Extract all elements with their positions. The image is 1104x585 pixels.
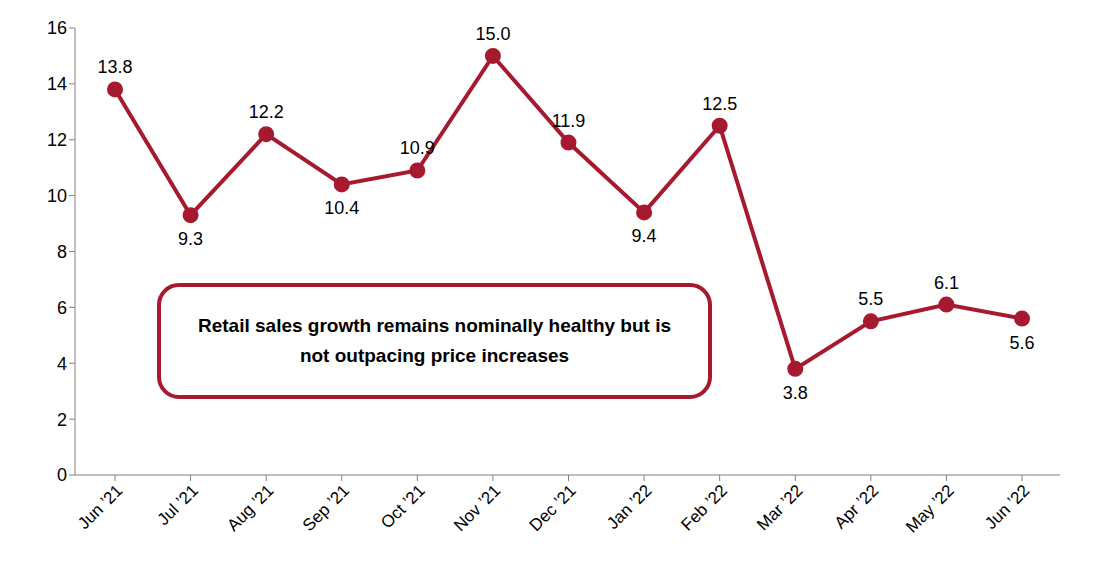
svg-text:9.4: 9.4 (632, 226, 657, 246)
svg-text:12.5: 12.5 (702, 94, 737, 114)
svg-text:11.9: 11.9 (552, 111, 586, 131)
svg-text:5.5: 5.5 (858, 289, 883, 309)
svg-text:10: 10 (47, 186, 67, 206)
svg-text:5.6: 5.6 (1009, 333, 1034, 353)
svg-text:6.1: 6.1 (934, 273, 959, 293)
svg-text:Dec ’21: Dec ’21 (526, 481, 580, 535)
svg-text:15.0: 15.0 (475, 24, 510, 44)
svg-text:Jun ’21: Jun ’21 (74, 481, 126, 533)
svg-text:May ’22: May ’22 (902, 481, 958, 537)
svg-text:4: 4 (57, 354, 67, 374)
svg-text:Aug ’21: Aug ’21 (223, 481, 277, 535)
svg-text:12: 12 (47, 130, 67, 150)
html-text:Retail sales growth remains no: Retail sales growth remains nominally he… (198, 315, 671, 366)
svg-text:Feb ’22: Feb ’22 (677, 481, 731, 535)
svg-text:9.3: 9.3 (178, 229, 203, 249)
svg-text:6: 6 (57, 298, 67, 318)
svg-text:2: 2 (57, 410, 67, 430)
svg-text:Nov ’21: Nov ’21 (450, 481, 504, 535)
svg-text:Jun ’22: Jun ’22 (981, 481, 1033, 533)
svg-text:Apr ’22: Apr ’22 (831, 481, 883, 533)
svg-text:Oct ’21: Oct ’21 (377, 481, 429, 533)
svg-text:13.8: 13.8 (97, 57, 132, 77)
svg-text:10.9: 10.9 (400, 138, 435, 158)
svg-text:3.8: 3.8 (783, 383, 808, 403)
svg-text:Mar ’22: Mar ’22 (753, 481, 807, 535)
svg-text:14: 14 (47, 74, 67, 94)
svg-text:12.2: 12.2 (249, 102, 284, 122)
svg-text:0: 0 (57, 465, 67, 485)
svg-text:Jan ’22: Jan ’22 (603, 481, 655, 533)
svg-text:Jul ’21: Jul ’21 (154, 481, 202, 529)
svg-text:16: 16 (47, 18, 67, 38)
svg-text:10.4: 10.4 (324, 198, 359, 218)
svg-text:8: 8 (57, 242, 67, 262)
svg-text:Sep ’21: Sep ’21 (299, 481, 353, 535)
